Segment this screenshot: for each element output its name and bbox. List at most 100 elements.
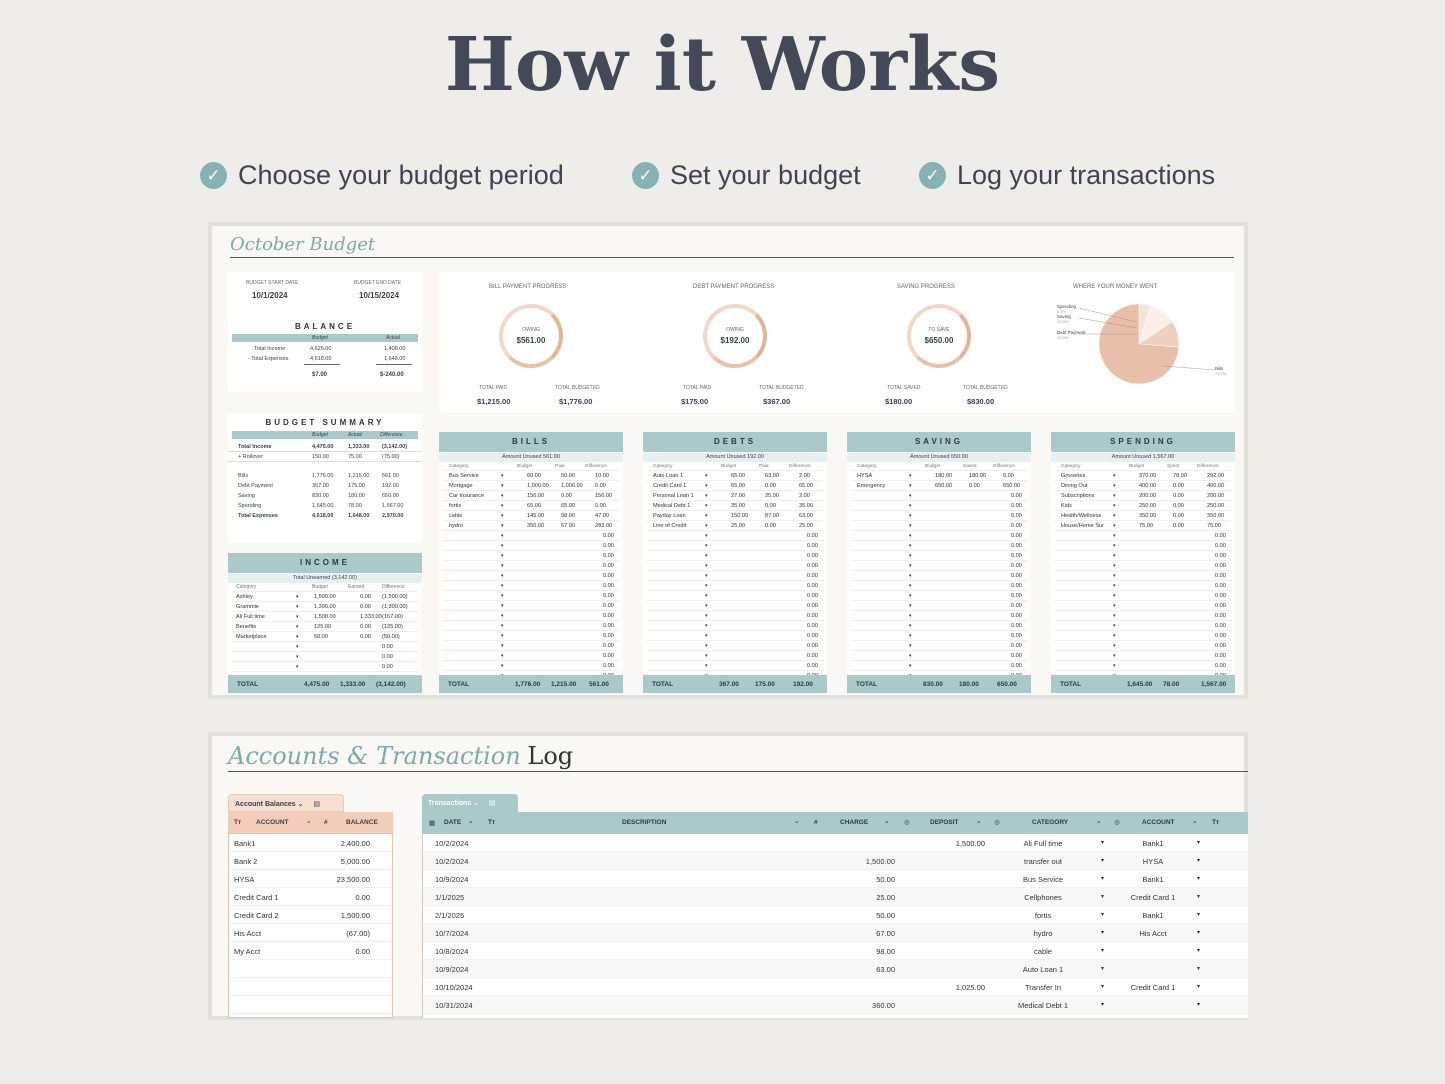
transaction-row[interactable]: 10/7/2024 67.00 hydro ▾ His Acct ▾	[423, 924, 1248, 942]
dropdown-icon[interactable]: ▾	[1113, 632, 1116, 639]
category-row[interactable]: Credit Card 1 65.00 0.00 65.00 ▾	[647, 481, 823, 491]
transaction-charge[interactable]: 63.00	[876, 965, 895, 974]
transaction-account[interactable]: Bank1	[1142, 839, 1164, 848]
dropdown-icon[interactable]: ▾	[705, 642, 708, 649]
transaction-account[interactable]: Bank1	[1142, 911, 1164, 920]
chevron-down-icon[interactable]: ⌄	[976, 818, 982, 825]
category-row[interactable]: Line of Credit 25.00 0.00 25.00 ▾	[647, 521, 823, 531]
dropdown-icon[interactable]: ▾	[1101, 930, 1105, 936]
category-row[interactable]: Personal Loan 1 27.00 25.00 2.00 ▾	[647, 491, 823, 501]
category-row[interactable]: 0.00 ▾	[1055, 601, 1231, 611]
dropdown-icon[interactable]: ▾	[705, 632, 708, 639]
dropdown-icon[interactable]: ▾	[705, 512, 708, 519]
category-row[interactable]: 0.00 ▾	[1055, 621, 1231, 631]
transaction-charge[interactable]: 1,500.00	[865, 857, 895, 866]
category-row[interactable]: 0.00 ▾	[851, 641, 1027, 651]
dropdown-icon[interactable]: ▾	[501, 622, 504, 629]
transaction-date[interactable]: 10/10/2024	[435, 983, 473, 992]
dropdown-icon[interactable]: ▾	[909, 552, 912, 559]
transaction-deposit[interactable]: 1,500.00	[955, 839, 985, 848]
dropdown-icon[interactable]: ▾	[1197, 876, 1201, 882]
category-row[interactable]: 0.00 ▾	[851, 601, 1027, 611]
category-col[interactable]: CATEGORY	[1032, 819, 1069, 826]
dropdown-icon[interactable]: ▾	[909, 662, 912, 669]
category-row[interactable]: 0.00 ▾	[851, 631, 1027, 641]
transaction-date[interactable]: 1/1/2025	[435, 893, 465, 902]
category-row[interactable]: 0.00 ▾	[851, 511, 1027, 521]
category-row[interactable]: 0.00 ▾	[1055, 551, 1231, 561]
category-row[interactable]: HYSA 180.00 180.00 0.00 ▾	[851, 471, 1027, 481]
dropdown-icon[interactable]: ▾	[1113, 572, 1116, 579]
dropdown-icon[interactable]: ▾	[909, 522, 912, 529]
category-row[interactable]: 0.00 ▾	[443, 561, 619, 571]
category-row[interactable]: 0.00 ▾	[647, 531, 823, 541]
category-row[interactable]: 0.00 ▾	[647, 661, 823, 671]
dropdown-icon[interactable]: ▾	[705, 612, 708, 619]
dropdown-icon[interactable]: ▾	[1113, 662, 1116, 669]
income-row[interactable]: ▾ 0.00	[232, 662, 418, 672]
category-row[interactable]: 0.00 ▾	[1055, 591, 1231, 601]
transaction-category[interactable]: Transfer In	[1025, 983, 1061, 992]
dropdown-icon[interactable]: ▾	[501, 482, 504, 489]
transactions-tab[interactable]: Transactions ⌄ ▤	[422, 794, 518, 812]
transaction-category[interactable]: Medical Debt 1	[1017, 1001, 1069, 1010]
dropdown-icon[interactable]: ▾	[501, 502, 504, 509]
category-row[interactable]: 0.00 ▾	[851, 521, 1027, 531]
category-row[interactable]: 0.00 ▾	[1055, 541, 1231, 551]
dropdown-icon[interactable]: ▾	[1113, 482, 1116, 489]
account-row[interactable]: Bank 2 5,000.00	[229, 852, 392, 870]
dropdown-icon[interactable]: ▾	[501, 552, 504, 559]
dropdown-icon[interactable]: ▾	[909, 582, 912, 589]
category-row[interactable]: House/Home Sur 75.00 0.00 75.00 ▾	[1055, 521, 1231, 531]
dropdown-icon[interactable]: ▾	[1101, 912, 1105, 918]
dropdown-icon[interactable]: ▾	[296, 653, 299, 660]
category-row[interactable]: 0.00 ▾	[1055, 641, 1231, 651]
dropdown-icon[interactable]: ▾	[1197, 894, 1201, 900]
dropdown-icon[interactable]: ▾	[705, 662, 708, 669]
category-row[interactable]: 0.00 ▾	[647, 631, 823, 641]
income-row[interactable]: Marketplace ▾ 50.00 0.00 (50.00)	[232, 632, 418, 642]
category-row[interactable]: 0.00 ▾	[851, 591, 1027, 601]
transaction-category[interactable]: Cellphones	[1024, 893, 1062, 902]
category-row[interactable]: 0.00 ▾	[443, 651, 619, 661]
income-row[interactable]: ▾ 0.00	[232, 652, 418, 662]
transaction-account[interactable]: Credit Card 1	[1130, 893, 1176, 902]
dropdown-icon[interactable]: ▾	[501, 612, 504, 619]
transaction-row[interactable]: 10/8/2024 98.00 cable ▾ ▾	[423, 942, 1248, 960]
dropdown-icon[interactable]: ▾	[1113, 522, 1116, 529]
category-row[interactable]: 0.00 ▾	[647, 551, 823, 561]
dropdown-icon[interactable]: ▾	[1101, 1002, 1105, 1008]
category-row[interactable]: 0.00 ▾	[443, 551, 619, 561]
income-row[interactable]: Ali Full time ▾ 1,500.00 1,333.00 (167.00)	[232, 612, 418, 622]
account-row-empty[interactable]	[229, 960, 392, 978]
dropdown-icon[interactable]: ▾	[1113, 492, 1116, 499]
dropdown-icon[interactable]: ▾	[1197, 966, 1201, 972]
category-row[interactable]: Health/Wellness 350.00 0.00 350.00 ▾	[1055, 511, 1231, 521]
category-row[interactable]: 0.00 ▾	[1055, 611, 1231, 621]
category-row[interactable]: 0.00 ▾	[443, 571, 619, 581]
dropdown-icon[interactable]: ▾	[1101, 894, 1105, 900]
dropdown-icon[interactable]: ▾	[1197, 1002, 1201, 1008]
category-row[interactable]: 0.00 ▾	[851, 651, 1027, 661]
category-row[interactable]: 0.00 ▾	[647, 561, 823, 571]
dropdown-icon[interactable]: ▾	[296, 633, 299, 640]
category-row[interactable]: 0.00 ▾	[1055, 651, 1231, 661]
category-row[interactable]: 0.00 ▾	[647, 571, 823, 581]
dropdown-icon[interactable]: ▾	[705, 472, 708, 479]
category-row[interactable]: 0.00 ▾	[851, 661, 1027, 671]
income-row[interactable]: Benefits ▾ 125.00 0.00 (125.00)	[232, 622, 418, 632]
account-row[interactable]: My Acct 0.00	[229, 942, 392, 960]
dropdown-icon[interactable]: ▾	[1197, 840, 1201, 846]
category-row[interactable]: 0.00 ▾	[1055, 561, 1231, 571]
transaction-date[interactable]: 10/9/2024	[435, 965, 469, 974]
dropdown-icon[interactable]: ▾	[1101, 840, 1105, 846]
dropdown-icon[interactable]: ▾	[1113, 502, 1116, 509]
dropdown-icon[interactable]: ▾	[909, 472, 912, 479]
dropdown-icon[interactable]: ▾	[909, 652, 912, 659]
category-row[interactable]: 0.00 ▾	[647, 581, 823, 591]
dropdown-icon[interactable]: ▾	[909, 512, 912, 519]
dropdown-icon[interactable]: ▾	[296, 663, 299, 670]
transaction-charge[interactable]: 50.00	[876, 911, 895, 920]
dropdown-icon[interactable]: ▾	[1113, 612, 1116, 619]
income-row[interactable]: ▾ 0.00	[232, 642, 418, 652]
